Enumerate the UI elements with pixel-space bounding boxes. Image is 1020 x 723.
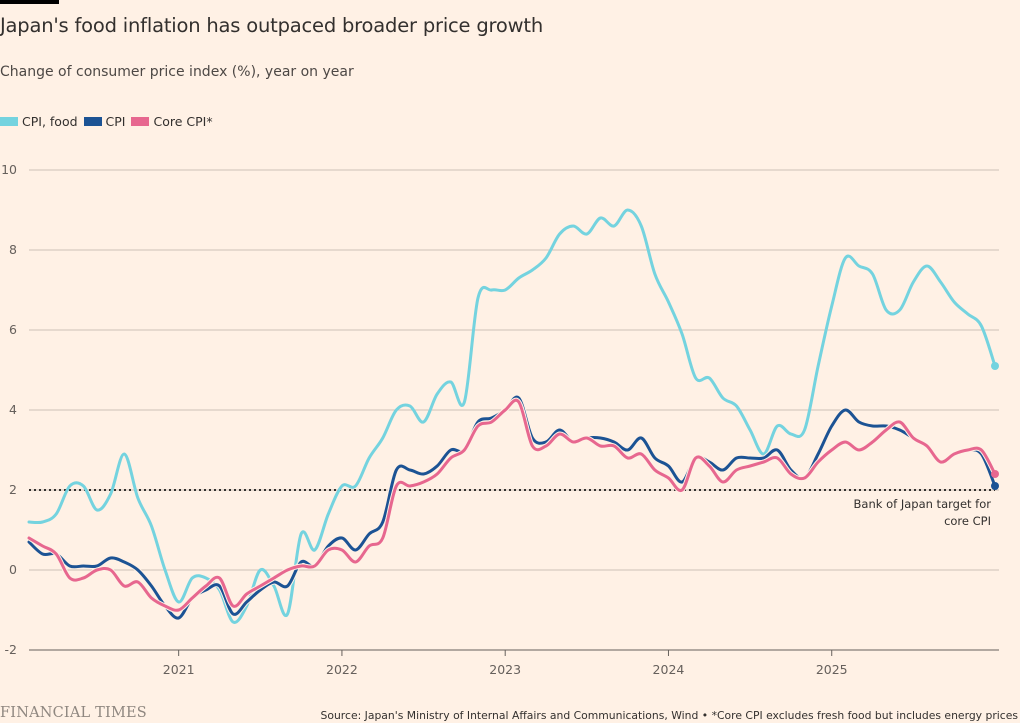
y-tick-label: 0 bbox=[9, 562, 17, 577]
legend-swatch-core-cpi bbox=[131, 117, 150, 126]
legend-swatch-cpi bbox=[83, 117, 102, 126]
legend-label-cpi-food: CPI, food bbox=[22, 114, 78, 129]
brand-top-bar bbox=[0, 0, 59, 4]
boj-target-annotation: Bank of Japan target for core CPI bbox=[854, 497, 992, 528]
annotation-line: core CPI bbox=[944, 514, 991, 528]
end-markers bbox=[991, 362, 999, 490]
x-tick-label: 2022 bbox=[326, 662, 358, 677]
series-line-core-cpi bbox=[27, 398, 997, 612]
gridlines bbox=[29, 169, 999, 651]
legend-item-core-cpi: Core CPI* bbox=[131, 114, 213, 129]
ft-logo-text: FINANCIAL TIMES bbox=[0, 705, 147, 721]
end-marker-cpi bbox=[991, 482, 999, 490]
y-axis-ticks: -2 0 2 4 6 8 10 bbox=[1, 162, 17, 657]
series-line-cpi bbox=[27, 395, 997, 620]
series-line-cpi-food bbox=[27, 208, 997, 624]
y-tick-label: 6 bbox=[9, 322, 17, 337]
x-tick-label: 2023 bbox=[489, 662, 521, 677]
legend-item-cpi-food: CPI, food bbox=[0, 114, 78, 129]
x-tick-label: 2024 bbox=[653, 662, 685, 677]
legend: CPI, food CPI Core CPI* bbox=[0, 114, 219, 129]
y-tick-label: -2 bbox=[5, 642, 17, 657]
line-chart: -2 0 2 4 6 8 10 2021 2022 2023 2024 2025 Bank of J… bbox=[1, 162, 999, 677]
legend-swatch-cpi-food bbox=[0, 117, 18, 126]
x-axis: 2021 2022 2023 2024 2025 bbox=[163, 650, 848, 677]
source-note: Source: Japan's Ministry of Internal Aff… bbox=[320, 709, 1019, 722]
end-marker-core-cpi bbox=[991, 470, 999, 478]
series-line-core-cpi-halo bbox=[27, 397, 998, 613]
annotation-line: Bank of Japan target for bbox=[854, 497, 992, 511]
y-tick-label: 2 bbox=[9, 482, 17, 497]
y-tick-label: 4 bbox=[9, 402, 17, 417]
legend-label-cpi: CPI bbox=[105, 114, 126, 129]
legend-item-cpi: CPI bbox=[83, 114, 126, 129]
chart-subtitle: Change of consumer price index (%), year… bbox=[0, 64, 354, 80]
chart-title: Japan's food inflation has outpaced broa… bbox=[0, 14, 544, 37]
legend-label-core-cpi: Core CPI* bbox=[153, 114, 213, 129]
end-marker-cpi-food bbox=[991, 362, 999, 370]
series-line-cpi-halo bbox=[27, 394, 998, 621]
y-tick-label: 8 bbox=[9, 242, 17, 257]
y-tick-label: 10 bbox=[1, 162, 17, 177]
x-tick-label: 2025 bbox=[816, 662, 848, 677]
series-lines bbox=[27, 208, 998, 624]
x-tick-label: 2021 bbox=[163, 662, 195, 677]
